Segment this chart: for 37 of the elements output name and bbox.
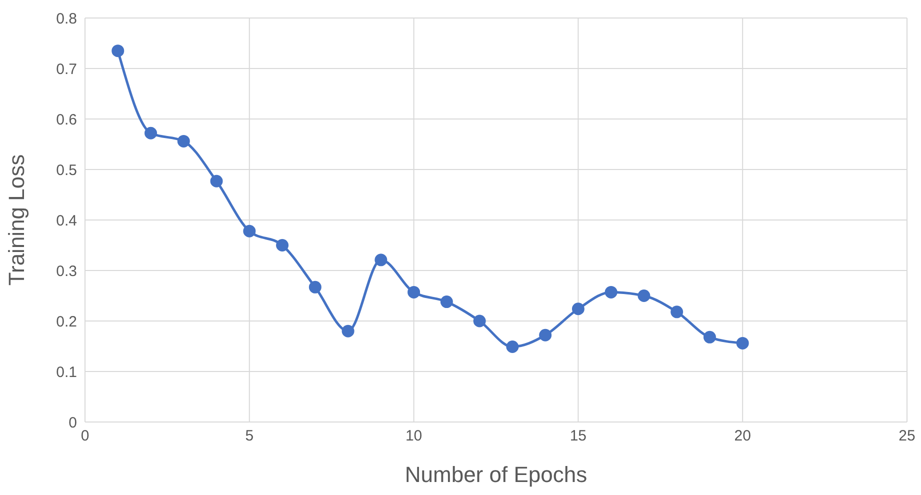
point [440, 296, 453, 308]
y-tick-label: 0 [68, 414, 77, 432]
point [374, 254, 388, 266]
y-tick-label: 0.3 [56, 262, 77, 280]
y-tick-label: 0.5 [56, 162, 77, 179]
point [638, 290, 650, 302]
point [243, 224, 256, 238]
y-tick-label: 0.4 [56, 212, 77, 230]
y-tick-label: 0.6 [56, 111, 77, 128]
point [736, 336, 749, 350]
point [308, 280, 322, 294]
y-axis-title: Training Loss [4, 154, 29, 286]
point [703, 330, 716, 344]
x-tick-label: 25 [898, 428, 916, 445]
x-axis-title: Number of Epochs [404, 462, 588, 487]
point [210, 174, 223, 188]
point [112, 44, 124, 58]
y-tick-label: 0.8 [56, 10, 77, 28]
point [473, 314, 486, 328]
x-tick-label: 15 [570, 428, 587, 445]
point [144, 126, 158, 140]
point [670, 306, 684, 318]
x-tick-label: 5 [245, 428, 254, 445]
point [342, 324, 354, 338]
point [539, 328, 552, 342]
point [276, 239, 289, 252]
x-tick-label: 20 [734, 428, 751, 445]
x-tick-label: 0 [80, 428, 90, 445]
point [506, 340, 519, 354]
y-tick-label: 0.1 [56, 364, 77, 381]
x-tick-label: 10 [405, 428, 422, 445]
point [572, 302, 584, 316]
y-tick-label: 0.2 [56, 313, 77, 330]
y-tick-label: 0.7 [56, 60, 77, 78]
point [408, 286, 420, 298]
point [177, 134, 190, 148]
point [604, 286, 618, 298]
